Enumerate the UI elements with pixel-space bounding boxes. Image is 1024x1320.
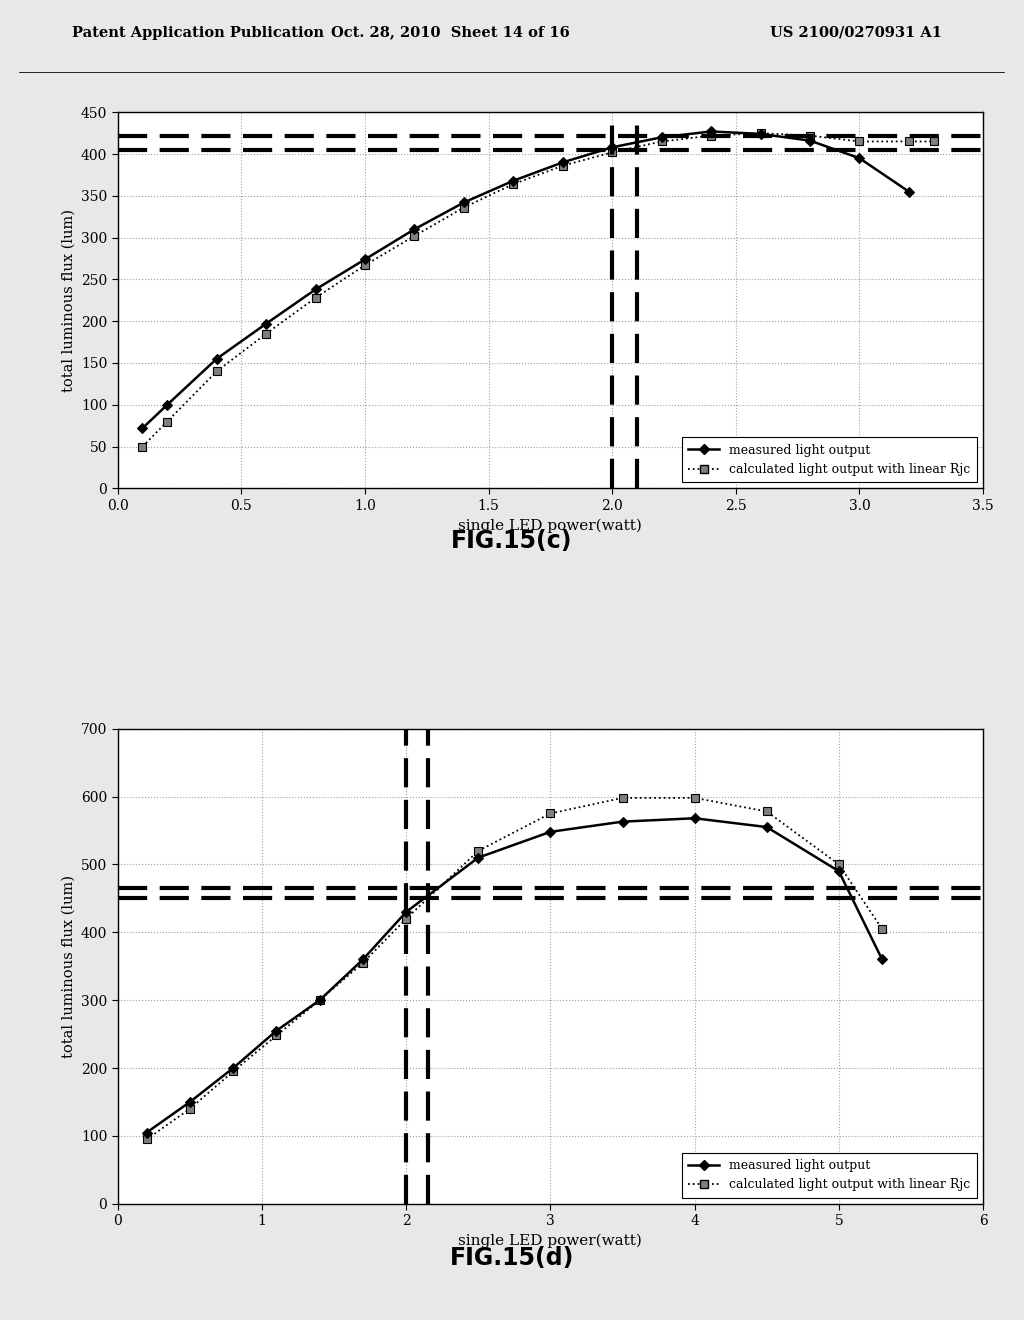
Text: US 2100/0270931 A1: US 2100/0270931 A1 [770,25,942,40]
X-axis label: single LED power(watt): single LED power(watt) [459,519,642,533]
Legend: measured light output, calculated light output with linear Rjc: measured light output, calculated light … [682,437,977,482]
Text: FIG.15(c): FIG.15(c) [452,529,572,553]
Y-axis label: total luminous flux (lum): total luminous flux (lum) [61,875,76,1057]
Text: FIG.15(d): FIG.15(d) [450,1246,574,1270]
X-axis label: single LED power(watt): single LED power(watt) [459,1234,642,1249]
Y-axis label: total luminous flux (lum): total luminous flux (lum) [61,209,76,392]
Text: Patent Application Publication: Patent Application Publication [72,25,324,40]
Text: Oct. 28, 2010  Sheet 14 of 16: Oct. 28, 2010 Sheet 14 of 16 [331,25,570,40]
Legend: measured light output, calculated light output with linear Rjc: measured light output, calculated light … [682,1152,977,1197]
